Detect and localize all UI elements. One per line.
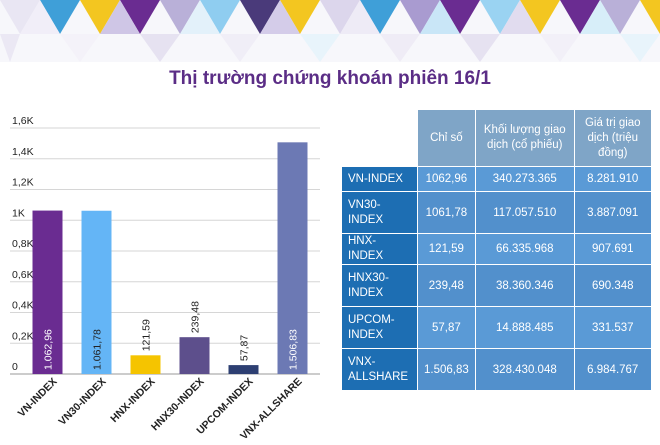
header-volume: Khối lượng giao dịch (cổ phiếu) (475, 110, 574, 166)
bar (228, 365, 259, 374)
table-row: VNX-ALLSHARE 1.506,83 328.430.048 6.984.… (342, 349, 651, 390)
y-tick-label: 0,6K (12, 269, 34, 281)
row-label: HNX-INDEX (342, 234, 417, 264)
bar (130, 355, 161, 374)
cell-index: 121,59 (418, 234, 475, 264)
cell-index: 1061,78 (418, 192, 475, 233)
cell-value: 331.537 (574, 307, 651, 348)
x-tick-label: HNX-INDEX (108, 376, 157, 425)
cell-volume: 328.430.048 (475, 349, 574, 390)
bar (277, 142, 308, 374)
row-label: VN30-INDEX (342, 192, 417, 233)
cell-index: 1.506,83 (418, 349, 475, 390)
table-row: UPCOM-INDEX 57,87 14.888.485 331.537 (342, 307, 651, 348)
row-label: VNX-ALLSHARE (342, 349, 417, 390)
bar-data-label: 239,48 (190, 301, 202, 333)
y-tick-label: 1,2K (12, 177, 34, 189)
cell-volume: 66.335.968 (475, 234, 574, 264)
cell-index: 239,48 (418, 265, 475, 306)
bar (179, 337, 210, 374)
table-row: HNX30-INDEX 239,48 38.360.346 690.348 (342, 265, 651, 306)
bar-data-label: 1.062,96 (43, 329, 55, 370)
market-stats-table: Chỉ số Khối lượng giao dịch (cổ phiếu) G… (341, 109, 652, 391)
decorative-triangle-banner (0, 0, 660, 62)
bar (81, 210, 112, 374)
chart-bars: 1.062,96 1.061,78 121,59 239,48 57,87 1.506,8… (32, 142, 308, 374)
y-tick-label: 1,6K (12, 115, 34, 127)
cell-value: 6.984.767 (574, 349, 651, 390)
bar (32, 210, 63, 374)
y-tick-label: 0 (12, 361, 18, 373)
cell-index: 1062,96 (418, 167, 475, 191)
cell-volume: 38.360.346 (475, 265, 574, 306)
header-value: Giá trị giao dịch (triệu đồng) (574, 110, 651, 166)
x-tick-label: VN-INDEX (16, 376, 60, 420)
cell-value: 690.348 (574, 265, 651, 306)
cell-value: 8.281.910 (574, 167, 651, 191)
cell-value: 3.887.091 (574, 192, 651, 233)
bar-data-label: 1.506,83 (288, 329, 300, 370)
y-tick-label: 0,4K (12, 300, 34, 312)
bar-data-label: 121,59 (141, 319, 153, 351)
header-index: Chỉ số (418, 110, 475, 166)
bar-chart: 0 0,2K 0,4K 0,6K 0,8K 1K 1,2K 1,4K 1,6K 1.062,96… (10, 115, 320, 443)
y-tick-label: 1K (12, 207, 25, 219)
table-header-row: Chỉ số Khối lượng giao dịch (cổ phiếu) G… (342, 110, 651, 166)
cell-index: 57,87 (418, 307, 475, 348)
x-tick-label: VN30-INDEX (56, 376, 108, 428)
row-label: UPCOM-INDEX (342, 307, 417, 348)
bar-data-label: 57,87 (239, 335, 251, 361)
y-tick-label: 0,2K (12, 330, 34, 342)
cell-volume: 117.057.510 (475, 192, 574, 233)
row-label: HNX30-INDEX (342, 265, 417, 306)
y-axis-ticks: 0 0,2K 0,4K 0,6K 0,8K 1K 1,2K 1,4K 1,6K (12, 115, 34, 373)
page-title: Thị trường chứng khoán phiên 16/1 (169, 68, 491, 89)
chart-gridlines (10, 127, 320, 375)
bar-data-label: 1.061,78 (92, 329, 104, 370)
table-row: VN-INDEX 1062,96 340.273.365 8.281.910 (342, 167, 651, 191)
table-row: VN30-INDEX 1061,78 117.057.510 3.887.091 (342, 192, 651, 233)
y-tick-label: 1,4K (12, 146, 34, 158)
row-label: VN-INDEX (342, 167, 417, 191)
cell-value: 907.691 (574, 234, 651, 264)
y-tick-label: 0,8K (12, 238, 34, 250)
cell-volume: 14.888.485 (475, 307, 574, 348)
table-corner-cell (342, 110, 417, 166)
cell-volume: 340.273.365 (475, 167, 574, 191)
table-row: HNX-INDEX 121,59 66.335.968 907.691 (342, 234, 651, 264)
